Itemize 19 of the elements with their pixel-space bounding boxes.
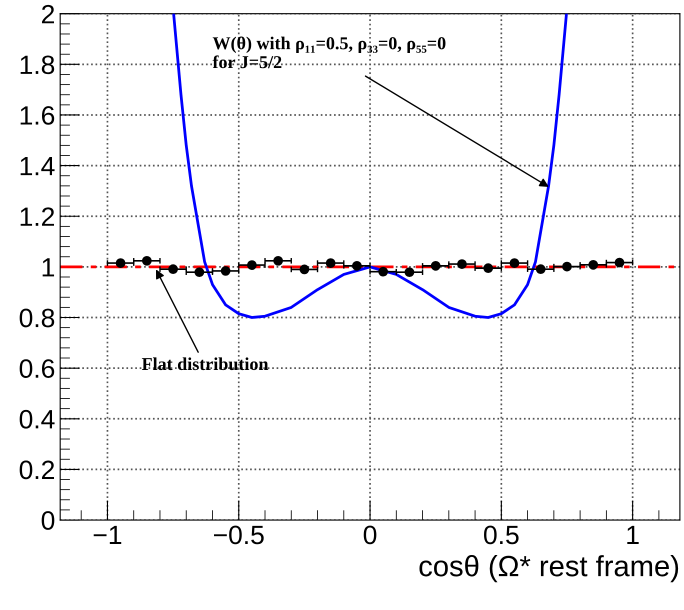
y-tick-label: 1.8 [20, 55, 54, 74]
annotation: W(θ) with ρ₁₁=0.5, ρ₃₃=0, ρ₅₅=0 for J=5/2 [212, 36, 446, 68]
y-tick-label: 1 [42, 258, 54, 276]
x-axis-title: cosθ (Ω* rest frame) [419, 555, 678, 582]
y-tick-label: 0 [42, 511, 54, 530]
x-tick-label: 1 [627, 526, 639, 544]
y-tick-label: 0.4 [20, 410, 55, 429]
y-tick-label: 0.6 [20, 359, 54, 378]
y-tick-label: 2 [42, 4, 54, 24]
y-tick-label: 0.8 [20, 308, 54, 328]
y-tick-label: 1.4 [20, 157, 55, 176]
x-tick-label: −0.5 [214, 526, 264, 544]
x-tick-label: −1 [94, 526, 122, 544]
y-tick-label: 1.6 [20, 106, 54, 125]
x-tick-label: 0.5 [484, 526, 519, 544]
annotation: Flat distribution [142, 357, 268, 370]
y-tick-label: 1.2 [20, 207, 54, 226]
y-tick-label: 0.2 [20, 460, 54, 480]
x-tick-label: 0 [364, 526, 376, 544]
